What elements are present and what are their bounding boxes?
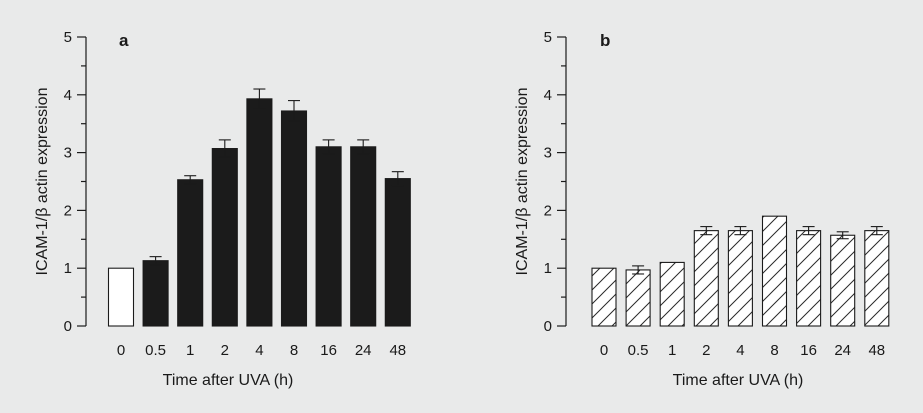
bar — [727, 230, 753, 327]
x-tick-label: 0 — [600, 342, 608, 359]
y-tick-label: 4 — [64, 87, 72, 104]
y-tick-label: 5 — [544, 29, 552, 46]
bar — [315, 146, 342, 327]
y-axis-title: ICAM-1/β actin expression — [514, 88, 531, 276]
x-tick-label: 2 — [221, 342, 229, 359]
x-tick-label: 16 — [320, 342, 337, 359]
x-tick-label: 16 — [800, 342, 817, 359]
bar — [591, 267, 617, 327]
x-tick-label: 1 — [668, 342, 676, 359]
x-tick-label: 24 — [355, 342, 372, 359]
y-tick-label: 0 — [64, 318, 72, 335]
x-tick-label: 8 — [290, 342, 298, 359]
bar — [830, 234, 856, 327]
bar — [177, 179, 204, 327]
bar — [280, 110, 308, 327]
x-tick-label: 2 — [702, 342, 710, 359]
bar — [796, 230, 822, 327]
x-tick-label: 0.5 — [145, 342, 166, 359]
x-tick-label: 0.5 — [628, 342, 649, 359]
y-tick-label: 2 — [544, 202, 552, 219]
x-tick-label: 48 — [389, 342, 406, 359]
x-tick-label: 8 — [770, 342, 778, 359]
bar — [350, 146, 377, 327]
y-tick-label: 1 — [64, 260, 72, 277]
y-tick-label: 5 — [64, 29, 72, 46]
x-tick-label: 4 — [736, 342, 744, 359]
bar — [864, 230, 890, 327]
panel-label: a — [119, 31, 129, 50]
y-tick-label: 4 — [544, 87, 552, 104]
y-tick-label: 0 — [544, 318, 552, 335]
bar — [761, 215, 788, 327]
x-axis-title: Time after UVA (h) — [163, 372, 294, 389]
x-axis-title: Time after UVA (h) — [673, 372, 804, 389]
bar — [384, 178, 411, 327]
y-tick-label: 3 — [544, 145, 552, 162]
x-tick-label: 48 — [868, 342, 885, 359]
bar — [211, 148, 238, 327]
y-tick-label: 3 — [64, 145, 72, 162]
bar — [625, 269, 651, 327]
x-tick-label: 1 — [186, 342, 194, 359]
panel-label: b — [600, 31, 610, 50]
y-tick-label: 2 — [64, 202, 72, 219]
bar — [693, 230, 719, 327]
bar — [142, 260, 169, 327]
bar — [659, 261, 685, 327]
bar — [246, 98, 273, 327]
y-tick-label: 1 — [544, 260, 552, 277]
y-axis-title: ICAM-1/β actin expression — [34, 88, 51, 276]
bar — [107, 267, 135, 327]
x-tick-label: 0 — [117, 342, 125, 359]
x-tick-label: 4 — [255, 342, 263, 359]
x-tick-label: 24 — [834, 342, 851, 359]
